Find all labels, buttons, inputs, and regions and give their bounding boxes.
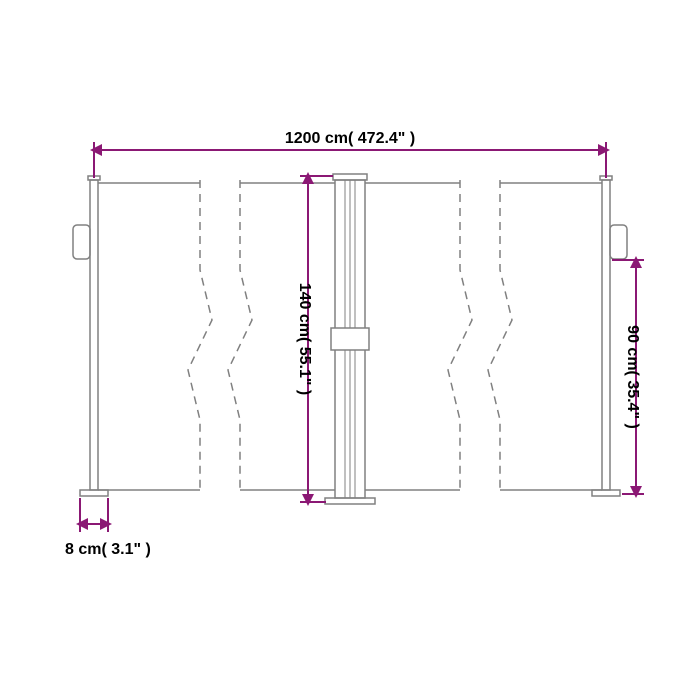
center-column xyxy=(325,174,375,504)
left-post xyxy=(73,176,108,496)
dim-height-label: 140 cm( 55.1" ) xyxy=(296,283,313,396)
dim-post-height-label: 90 cm( 35.4" ) xyxy=(624,325,641,429)
break-line-left xyxy=(188,180,252,492)
dim-height: 140 cm( 55.1" ) xyxy=(296,176,333,502)
dim-base-width: 8 cm( 3.1" ) xyxy=(65,498,151,558)
dim-width: 1200 cm( 472.4" ) xyxy=(94,130,606,178)
dim-base-width-label: 8 cm( 3.1" ) xyxy=(65,541,151,558)
dim-width-label: 1200 cm( 472.4" ) xyxy=(285,130,415,147)
break-line-right xyxy=(448,180,512,492)
dim-post-height: 90 cm( 35.4" ) xyxy=(612,260,644,494)
right-post xyxy=(592,176,627,496)
